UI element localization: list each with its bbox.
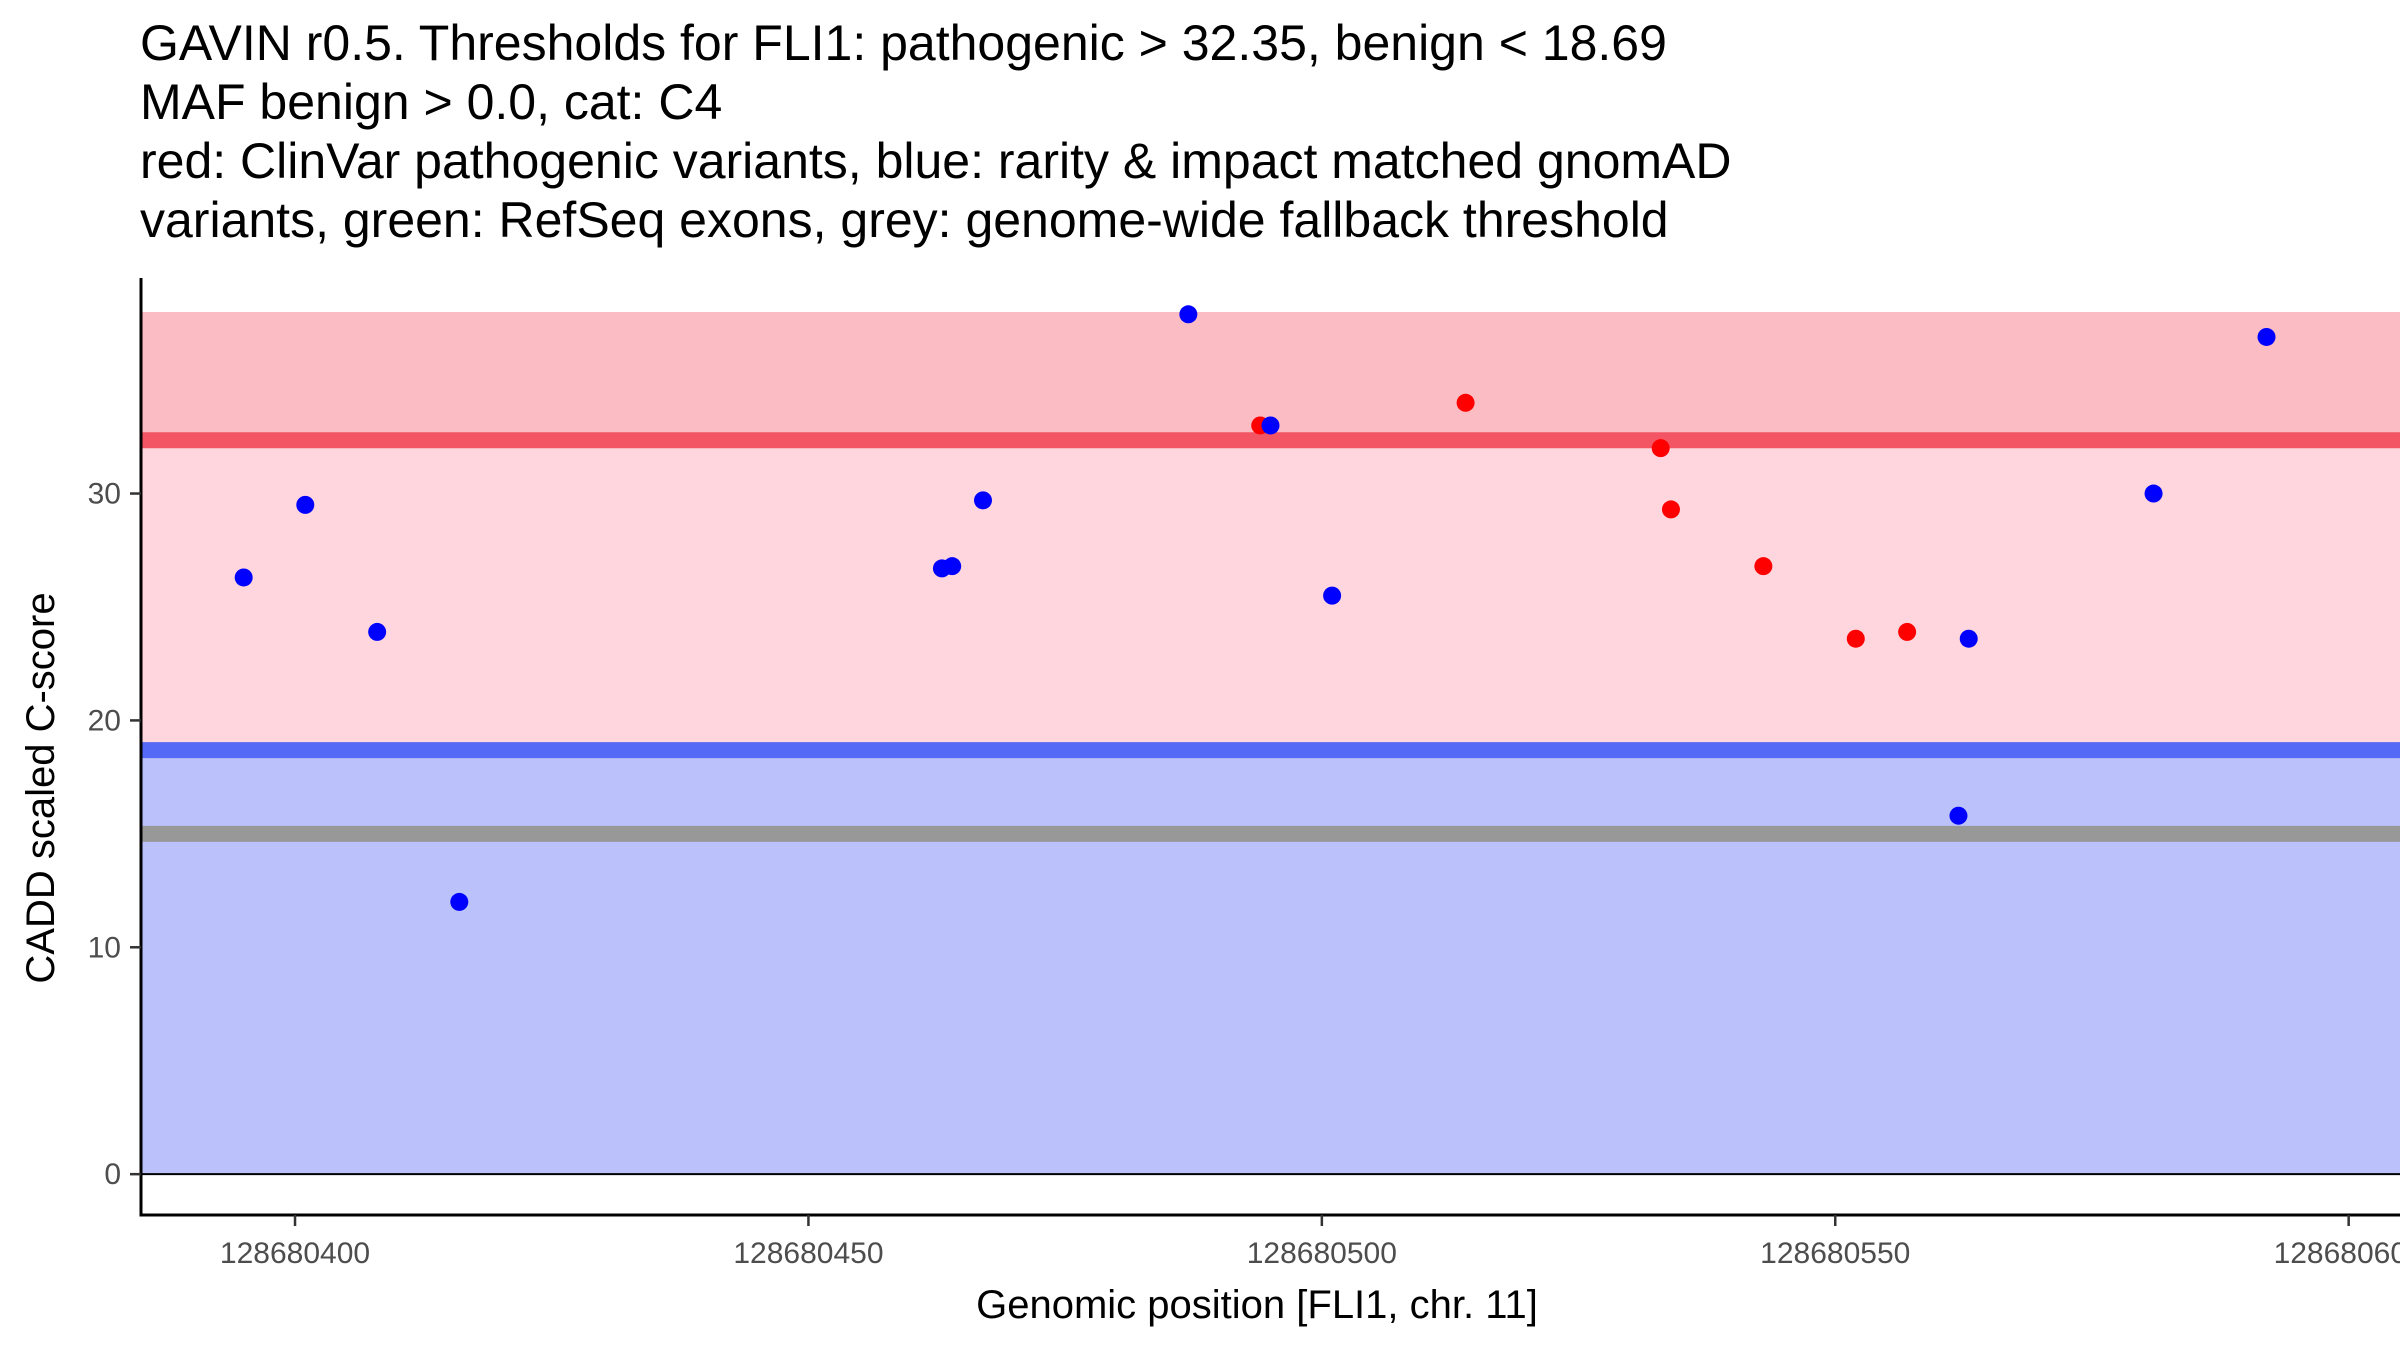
benign-zone-band xyxy=(141,750,2400,1175)
points-layer xyxy=(234,305,2276,911)
axes-layer: 0 10 20 30 128680400 128680450 128680500 128680… xyxy=(88,278,2400,1270)
x-tick-label: 128680550 xyxy=(1760,1237,1910,1270)
y-tick-label: 10 xyxy=(88,931,121,964)
gnomad-point xyxy=(234,568,253,587)
y-tick-label: 20 xyxy=(88,704,121,737)
chart-title-line-4: variants, green: RefSeq exons, grey: gen… xyxy=(140,192,1669,248)
x-tick-label: 128680500 xyxy=(1247,1237,1397,1270)
gnomad-point xyxy=(1959,629,1978,648)
clinvar-point xyxy=(1846,629,1865,648)
uncertain-zone-band xyxy=(141,440,2400,751)
x-tick-label: 128680600 xyxy=(2274,1237,2400,1270)
gnomad-point xyxy=(1261,416,1280,435)
y-tick-label: 30 xyxy=(88,478,121,511)
chart-title-line-1: GAVIN r0.5. Thresholds for FLI1: pathoge… xyxy=(140,15,1667,71)
gnomad-point xyxy=(368,622,387,641)
chart-title-line-3: red: ClinVar pathogenic variants, blue: … xyxy=(140,133,1732,189)
gnomad-point xyxy=(450,892,469,911)
x-tick-label: 128680450 xyxy=(733,1237,883,1270)
gnomad-point xyxy=(296,495,315,514)
gnomad-point xyxy=(1949,806,1968,825)
gnomad-point xyxy=(2257,327,2276,346)
clinvar-point xyxy=(1754,557,1773,576)
x-tick-label: 128680400 xyxy=(220,1237,370,1270)
gnomad-point xyxy=(2144,484,2163,503)
y-axis-title: CADD scaled C-score xyxy=(19,592,63,983)
y-tick-label: 0 xyxy=(104,1158,121,1191)
clinvar-point xyxy=(1651,439,1670,458)
clinvar-point xyxy=(1661,500,1680,519)
chart-title-line-2: MAF benign > 0.0, cat: C4 xyxy=(140,74,723,130)
threshold-layer xyxy=(141,432,2400,842)
clinvar-point xyxy=(1898,622,1917,641)
gnomad-point xyxy=(1323,586,1342,605)
gnomad-point xyxy=(943,557,962,576)
chart-title-block: GAVIN r0.5. Thresholds for FLI1: pathoge… xyxy=(140,14,1731,250)
x-axis-title: Genomic position [FLI1, chr. 11] xyxy=(976,1283,1538,1327)
gnomad-point xyxy=(1179,305,1198,324)
gnomad-point xyxy=(973,491,992,510)
clinvar-point xyxy=(1456,393,1475,412)
